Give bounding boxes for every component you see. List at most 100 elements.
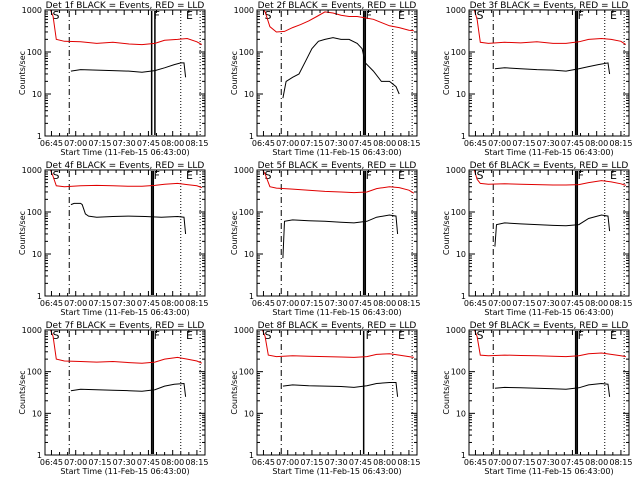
chart-title: Det 1f BLACK = Events, RED = LLD [46,1,205,11]
chart-title: Det 3f BLACK = Events, RED = LLD [470,1,629,11]
y-tick-label: 10 [456,90,466,99]
y-tick-label: 1 [249,132,254,141]
x-tick-label: 07:30 [113,299,136,308]
y-tick-label: 1000 [446,166,466,175]
chart-title: Det 8f BLACK = Events, RED = LLD [258,321,417,331]
marker-label-f: F [366,9,372,22]
x-tick-label: 07:00 [276,139,299,148]
x-axis-label: Start Time (11-Feb-15 06:43:00) [272,467,401,476]
y-axis-label: Counts/sec [18,51,27,95]
y-tick-label: 1000 [234,6,254,15]
lld-series-line [49,170,202,189]
y-tick-label: 1 [461,292,466,301]
y-tick-label: 100 [451,208,466,217]
plot-frame [256,329,418,456]
x-axis-label: Start Time (11-Feb-15 06:43:00) [272,308,401,317]
y-tick-label: 100 [27,368,42,377]
x-tick-label: 07:45 [561,299,584,308]
x-tick-label: 07:00 [488,139,511,148]
events-series-line [70,382,187,397]
marker-label-s: S [52,329,59,342]
marker-label-e: E [186,9,193,22]
x-tick-label: 07:15 [88,458,111,467]
chart-title: Det 7f BLACK = Events, RED = LLD [46,321,205,331]
y-tick-label: 10 [244,90,254,99]
y-tick-label: 10 [456,409,466,418]
x-tick-label: 07:45 [349,139,372,148]
y-tick-label: 10 [244,409,254,418]
x-tick-label: 07:00 [488,299,511,308]
plot-frame [44,329,206,456]
y-axis-label: Counts/sec [230,211,239,255]
event-markers [68,171,201,295]
x-tick-label: 06:45 [464,299,487,308]
marker-label-f: F [366,169,372,182]
y-tick-label: 1 [461,451,466,460]
x-tick-label: 07:00 [488,458,511,467]
y-tick-label: 100 [239,368,254,377]
plot-frame [468,169,630,297]
y-axis-label: Counts/sec [442,370,451,414]
x-tick-label: 08:00 [585,458,608,467]
lld-series-line [49,330,203,364]
marker-label-e: E [398,9,405,22]
x-axis-label: Start Time (11-Feb-15 06:43:00) [484,148,613,157]
x-tick-label: 07:00 [64,299,87,308]
y-axis-label: Counts/sec [230,370,239,414]
x-tick-label: 07:30 [325,139,348,148]
y-axis-label: Counts/sec [18,211,27,255]
y-tick-label: 100 [239,208,254,217]
y-tick-label: 100 [27,208,42,217]
marker-label-e: E [398,329,405,342]
x-tick-label: 07:30 [325,299,348,308]
x-tick-label: 07:45 [137,139,160,148]
x-tick-label: 08:00 [161,299,184,308]
y-axis-label: Counts/sec [442,211,451,255]
x-tick-label: 06:45 [252,299,275,308]
x-tick-label: 08:15 [609,299,632,308]
event-markers [492,11,625,135]
events-series-line [494,214,611,247]
y-tick-label: 10 [456,250,466,259]
plot-frame [256,169,418,297]
x-tick-label: 06:45 [40,139,63,148]
x-tick-label: 07:15 [300,299,323,308]
x-tick-label: 08:15 [609,139,632,148]
y-tick-label: 1 [249,292,254,301]
x-tick-label: 08:00 [585,139,608,148]
x-tick-label: 08:15 [185,299,208,308]
lld-series-line [261,330,414,358]
marker-label-s: S [264,9,271,22]
x-tick-label: 06:45 [40,299,63,308]
marker-label-e: E [186,329,193,342]
marker-label-e: E [186,169,193,182]
x-tick-label: 08:15 [397,458,420,467]
events-series-line [494,382,611,397]
x-tick-label: 08:15 [397,139,420,148]
marker-label-s: S [264,169,271,182]
lld-series-line [262,170,415,194]
y-tick-label: 10 [32,409,42,418]
events-series-line [494,62,611,75]
x-tick-label: 07:30 [537,299,560,308]
x-tick-label: 07:30 [537,458,560,467]
y-tick-label: 1000 [446,6,466,15]
chart-title: Det 2f BLACK = Events, RED = LLD [258,1,417,11]
marker-label-e: E [398,169,405,182]
x-tick-label: 07:00 [276,458,299,467]
y-tick-label: 10 [32,250,42,259]
y-tick-label: 1 [37,451,42,460]
marker-label-f: F [154,169,160,182]
y-tick-label: 1 [461,132,466,141]
y-tick-label: 1 [37,132,42,141]
marker-label-e: E [610,329,617,342]
y-tick-label: 1000 [22,166,42,175]
x-tick-label: 07:15 [512,139,535,148]
marker-label-f: F [366,329,372,342]
lld-series-line [473,330,626,358]
